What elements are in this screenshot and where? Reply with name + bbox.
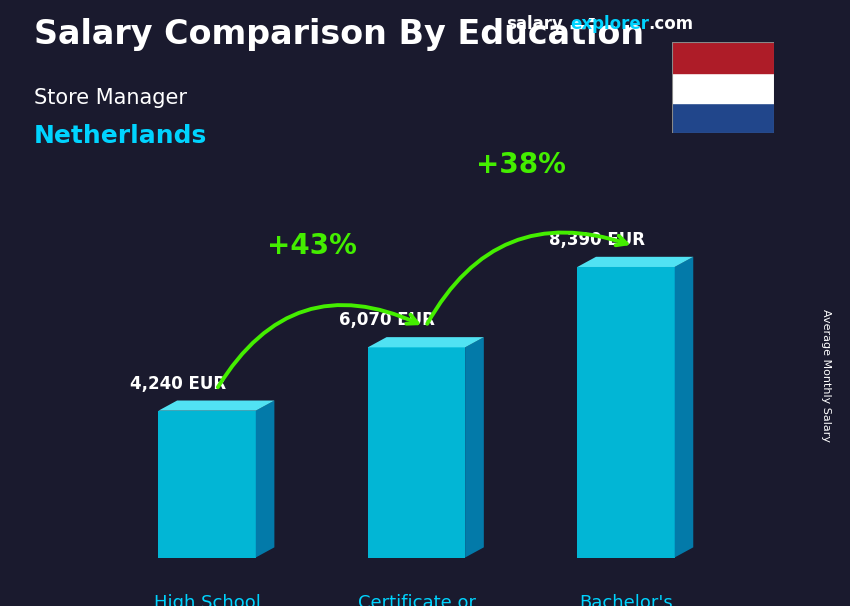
Text: Average Monthly Salary: Average Monthly Salary xyxy=(821,309,831,442)
Text: 6,070 EUR: 6,070 EUR xyxy=(339,311,435,329)
Text: Bachelor's
Degree: Bachelor's Degree xyxy=(579,594,673,606)
Text: 8,390 EUR: 8,390 EUR xyxy=(549,231,645,249)
Polygon shape xyxy=(675,257,694,558)
Polygon shape xyxy=(158,401,275,411)
Text: explorer: explorer xyxy=(570,15,649,33)
Bar xyxy=(672,103,774,133)
Text: +43%: +43% xyxy=(267,231,357,259)
Polygon shape xyxy=(577,257,694,267)
Polygon shape xyxy=(465,337,484,558)
Polygon shape xyxy=(368,337,484,347)
Text: Salary Comparison By Education: Salary Comparison By Education xyxy=(34,18,644,51)
Text: +38%: +38% xyxy=(476,151,566,179)
Text: 4,240 EUR: 4,240 EUR xyxy=(130,375,226,393)
Text: Netherlands: Netherlands xyxy=(34,124,207,148)
Text: High School: High School xyxy=(154,594,260,606)
Polygon shape xyxy=(256,401,275,558)
Bar xyxy=(672,73,774,103)
Polygon shape xyxy=(577,267,675,558)
Bar xyxy=(672,42,774,73)
Text: Store Manager: Store Manager xyxy=(34,88,187,108)
Polygon shape xyxy=(158,411,256,558)
Text: salary: salary xyxy=(506,15,563,33)
Text: .com: .com xyxy=(649,15,694,33)
Text: Certificate or
Diploma: Certificate or Diploma xyxy=(358,594,475,606)
Polygon shape xyxy=(368,347,465,558)
